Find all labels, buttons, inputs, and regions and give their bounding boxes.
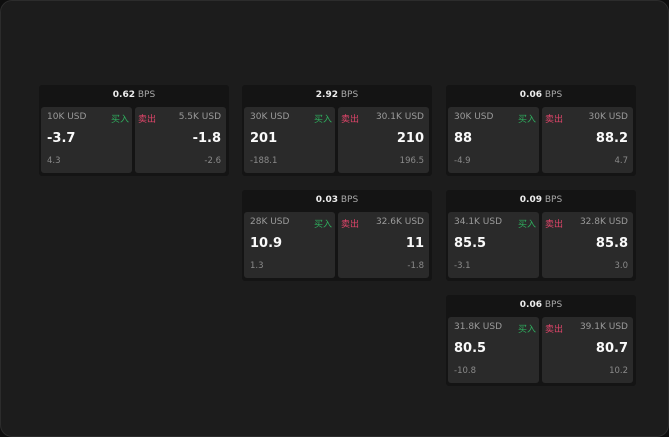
- sell-button[interactable]: 卖出 30.1K USD 210 196.5: [338, 107, 429, 173]
- sell-quantity: 30K USD: [588, 112, 628, 122]
- sell-price: 88.2: [595, 131, 628, 146]
- sell-button[interactable]: 卖出 32.8K USD 85.8 3.0: [542, 212, 633, 278]
- spread-unit: BPS: [340, 90, 359, 100]
- sell-change: 196.5: [399, 156, 424, 166]
- buy-button[interactable]: 28K USD 买入 10.9 1.3: [244, 212, 335, 278]
- sell-quantity: 5.5K USD: [178, 112, 221, 122]
- sell-change: -2.6: [204, 156, 221, 166]
- spread-header: 0.06 BPS: [446, 85, 636, 105]
- sell-change: 10.2: [609, 366, 628, 376]
- spread-unit: BPS: [544, 195, 563, 205]
- buy-button[interactable]: 10K USD 买入 -3.7 4.3: [41, 107, 132, 173]
- buy-price: 10.9: [250, 236, 283, 251]
- buy-quantity: 30K USD: [250, 112, 290, 122]
- spread-header: 0.09 BPS: [446, 190, 636, 210]
- buy-change: -10.8: [454, 366, 476, 376]
- buy-quantity: 10K USD: [47, 112, 87, 122]
- quote-panel: 2.92 BPS 30K USD 买入 201 -188.1 卖出 30.1K …: [242, 85, 432, 176]
- quote-panel: 0.62 BPS 10K USD 买入 -3.7 4.3 卖出 5.5K USD…: [39, 85, 229, 176]
- sell-quantity: 39.1K USD: [579, 322, 628, 332]
- sell-quantity: 32.6K USD: [375, 217, 424, 227]
- buy-button[interactable]: 30K USD 买入 201 -188.1: [244, 107, 335, 173]
- spread-value: 0.62: [112, 90, 135, 100]
- sell-label: 卖出: [545, 325, 564, 335]
- buy-quantity: 31.8K USD: [454, 322, 503, 332]
- sell-change: -1.8: [407, 261, 424, 271]
- buy-button[interactable]: 30K USD 买入 88 -4.9: [448, 107, 539, 173]
- buy-change: 4.3: [47, 156, 61, 166]
- spread-unit: BPS: [137, 90, 156, 100]
- buy-price: -3.7: [47, 131, 76, 146]
- spread-value: 0.06: [519, 90, 542, 100]
- spread-value: 2.92: [315, 90, 338, 100]
- quote-panel: 0.06 BPS 31.8K USD 买入 80.5 -10.8 卖出 39.1…: [446, 295, 636, 386]
- buy-change: -3.1: [454, 261, 471, 271]
- spread-unit: BPS: [340, 195, 359, 205]
- spread-value: 0.09: [519, 195, 542, 205]
- sell-price: 210: [396, 131, 424, 146]
- buy-change: -4.9: [454, 156, 471, 166]
- spread-header: 2.92 BPS: [242, 85, 432, 105]
- sell-quantity: 30.1K USD: [375, 112, 424, 122]
- sell-price: 11: [405, 236, 424, 251]
- sell-button[interactable]: 卖出 39.1K USD 80.7 10.2: [542, 317, 633, 383]
- sell-change: 4.7: [614, 156, 628, 166]
- sell-button[interactable]: 卖出 32.6K USD 11 -1.8: [338, 212, 429, 278]
- quote-panel: 0.06 BPS 30K USD 买入 88 -4.9 卖出 30K USD 8…: [446, 85, 636, 176]
- sell-label: 卖出: [545, 115, 564, 125]
- sell-label: 卖出: [341, 220, 360, 230]
- buy-price: 80.5: [454, 341, 487, 356]
- spread-header: 0.06 BPS: [446, 295, 636, 315]
- spread-header: 0.62 BPS: [39, 85, 229, 105]
- sell-quantity: 32.8K USD: [579, 217, 628, 227]
- buy-label: 买入: [313, 220, 332, 230]
- spread-header: 0.03 BPS: [242, 190, 432, 210]
- sell-price: -1.8: [192, 131, 221, 146]
- spread-unit: BPS: [544, 300, 563, 310]
- sell-label: 卖出: [341, 115, 360, 125]
- spread-value: 0.06: [519, 300, 542, 310]
- sell-label: 卖出: [138, 115, 157, 125]
- buy-label: 买入: [517, 115, 536, 125]
- sell-button[interactable]: 卖出 30K USD 88.2 4.7: [542, 107, 633, 173]
- buy-price: 88: [454, 131, 473, 146]
- quote-panel: 0.09 BPS 34.1K USD 买入 85.5 -3.1 卖出 32.8K…: [446, 190, 636, 281]
- buy-quantity: 28K USD: [250, 217, 290, 227]
- sell-button[interactable]: 卖出 5.5K USD -1.8 -2.6: [135, 107, 226, 173]
- buy-change: -188.1: [250, 156, 278, 166]
- spread-value: 0.03: [315, 195, 338, 205]
- quote-panel: 0.03 BPS 28K USD 买入 10.9 1.3 卖出 32.6K US…: [242, 190, 432, 281]
- buy-price: 85.5: [454, 236, 487, 251]
- buy-label: 买入: [110, 115, 129, 125]
- buy-change: 1.3: [250, 261, 264, 271]
- buy-price: 201: [250, 131, 278, 146]
- buy-label: 买入: [313, 115, 332, 125]
- sell-price: 80.7: [595, 341, 628, 356]
- buy-quantity: 30K USD: [454, 112, 494, 122]
- buy-label: 买入: [517, 220, 536, 230]
- sell-label: 卖出: [545, 220, 564, 230]
- buy-button[interactable]: 34.1K USD 买入 85.5 -3.1: [448, 212, 539, 278]
- buy-quantity: 34.1K USD: [454, 217, 503, 227]
- buy-label: 买入: [517, 325, 536, 335]
- sell-price: 85.8: [595, 236, 628, 251]
- spread-unit: BPS: [544, 90, 563, 100]
- buy-button[interactable]: 31.8K USD 买入 80.5 -10.8: [448, 317, 539, 383]
- sell-change: 3.0: [614, 261, 628, 271]
